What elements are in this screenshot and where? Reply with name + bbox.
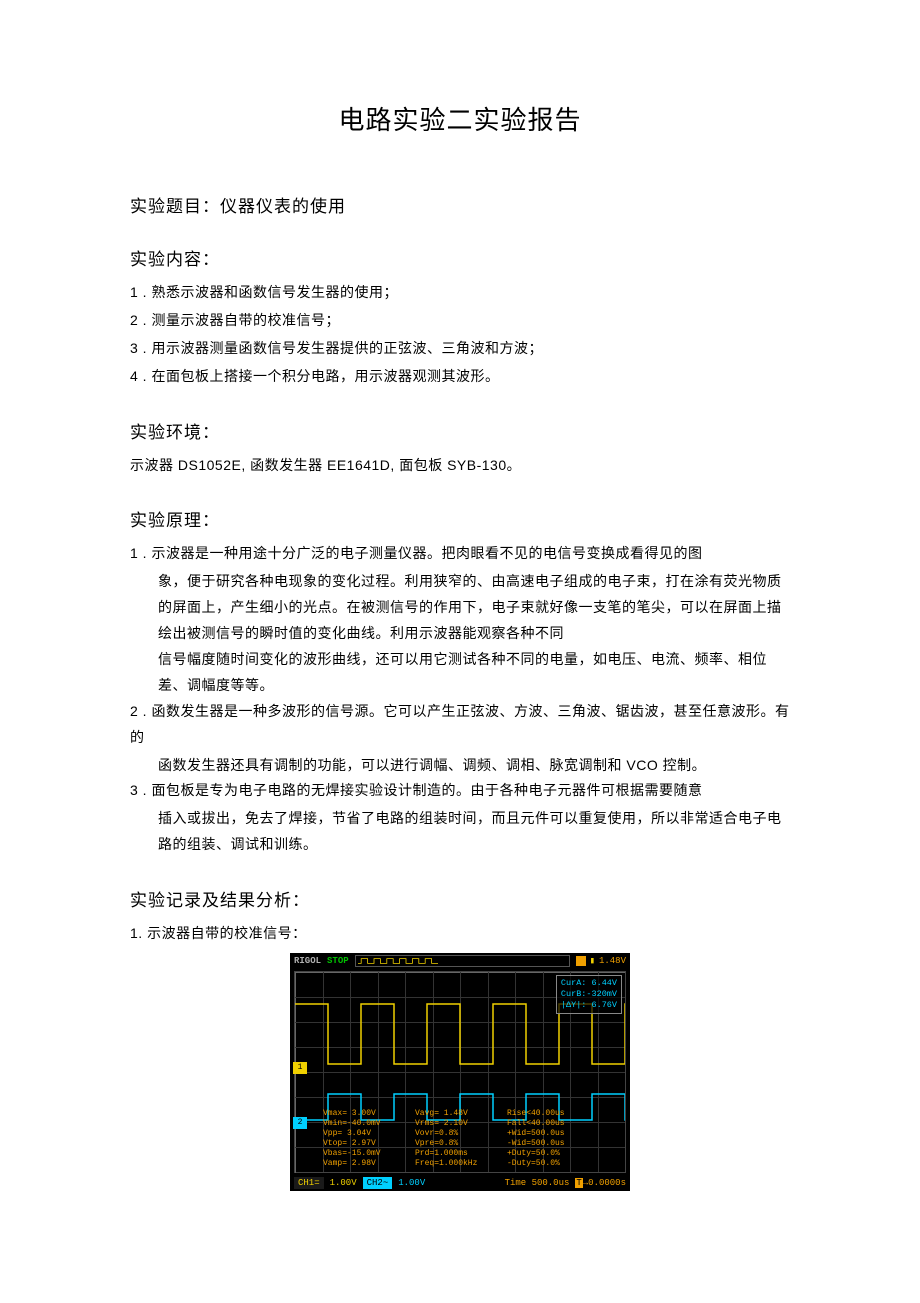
time-offset: T→0.0000s (575, 1178, 626, 1188)
section-env-heading: 实验环境： (130, 418, 790, 443)
scope-run-state: STOP (327, 956, 349, 966)
oscilloscope-screenshot: RIGOL STOP ▮ 1.48V 1 (130, 953, 790, 1191)
meas-value: -Wid=500.0us (507, 1139, 622, 1149)
meas-row: Vbas=-15.0mVPrd=1.000ms+Duty=50.0% (323, 1149, 622, 1159)
ch2-marker-icon: 2 (293, 1117, 307, 1129)
principle-item-body: 插入或拔出，免去了焊接，节省了电路的组装时间，而且元件可以重复使用，所以非常适合… (158, 806, 790, 858)
cursor-dy: |ΔY|: 6.76V (561, 1000, 617, 1011)
content-item: 2 . 测量示波器自带的校准信号； (130, 308, 790, 334)
record-item: 1. 示波器自带的校准信号： (130, 921, 790, 947)
scope-top-bar: RIGOL STOP ▮ 1.48V (290, 953, 630, 969)
scope-brand: RIGOL (294, 956, 321, 966)
meas-value: Rise<40.00us (507, 1109, 622, 1119)
principle-item-lead: 3 . 面包板是专为电子电路的无焊接实验设计制造的。由于各种电子元器件可根据需要… (130, 778, 790, 804)
measurement-panel: Vmax= 3.00VVavg= 1.48VRise<40.00usVmin=-… (323, 1109, 622, 1169)
cursor-a: CurA: 6.44V (561, 978, 617, 989)
principle-item-lead: 1 . 示波器是一种用途十分广泛的电子测量仪器。把肉眼看不见的电信号变换成看得见… (130, 541, 790, 567)
ch2-label: CH2~ (363, 1177, 393, 1189)
meas-value: Prd=1.000ms (415, 1149, 507, 1159)
timebase: Time 500.0us (505, 1178, 570, 1188)
cursor-readout: CurA: 6.44V CurB:-320mV |ΔY|: 6.76V (556, 975, 622, 1014)
section-record-heading: 实验记录及结果分析： (130, 886, 790, 911)
meas-value: Vovr=0.8% (415, 1129, 507, 1139)
section-principle-heading: 实验原理： (130, 506, 790, 531)
meas-value: Vamp= 2.98V (323, 1159, 415, 1169)
meas-value: Fall<40.00us (507, 1119, 622, 1129)
meas-row: Vamp= 2.98VFreq=1.000kHz-Duty=50.0% (323, 1159, 622, 1169)
trigger-level: 1.48V (599, 956, 626, 966)
principle-item-body: 象，便于研究各种电现象的变化过程。利用狭窄的、由高速电子组成的电子束，打在涂有荧… (158, 569, 790, 647)
ch2-scale: 1.00V (398, 1178, 425, 1188)
content-item: 4 . 在面包板上搭接一个积分电路，用示波器观测其波形。 (130, 364, 790, 390)
scope-trigger-readout: ▮ 1.48V (576, 956, 626, 966)
document-page: 电路实验二实验报告 实验题目：仪器仪表的使用 实验内容： 1 . 熟悉示波器和函… (0, 0, 920, 1251)
principle-item-lead: 2 . 函数发生器是一种多波形的信号源。它可以产生正弦波、方波、三角波、锯齿波，… (130, 699, 790, 751)
meas-value: Freq=1.000kHz (415, 1159, 507, 1169)
meas-value: Vpp= 3.04V (323, 1129, 415, 1139)
meas-row: Vpp= 3.04VVovr=0.8%+Wid=500.0us (323, 1129, 622, 1139)
ch1-label: CH1= (294, 1177, 324, 1189)
env-text: 示波器 DS1052E, 函数发生器 EE1641D, 面包板 SYB-130。 (130, 453, 790, 479)
principle-item-body: 函数发生器还具有调制的功能，可以进行调幅、调频、调相、脉宽调制和 VCO 控制。 (158, 753, 790, 779)
meas-row: Vtop= 2.97VVpre=0.8%-Wid=500.0us (323, 1139, 622, 1149)
scope-thumbnail (355, 955, 570, 967)
cursor-b: CurB:-320mV (561, 989, 617, 1000)
meas-value: Vbas=-15.0mV (323, 1149, 415, 1159)
meas-value: +Wid=500.0us (507, 1129, 622, 1139)
trigger-edge-icon (576, 956, 586, 966)
thumb-wave-icon (358, 957, 438, 965)
ch1-marker-icon: 1 (293, 1062, 307, 1074)
scope-device: RIGOL STOP ▮ 1.48V 1 (290, 953, 630, 1191)
meas-value: Vavg= 1.48V (415, 1109, 507, 1119)
meas-value: Vpre=0.8% (415, 1139, 507, 1149)
meas-row: Vmax= 3.00VVavg= 1.48VRise<40.00us (323, 1109, 622, 1119)
meas-value: Vmin=-40.0mV (323, 1119, 415, 1129)
trigger-ch-icon: ▮ (590, 956, 595, 966)
content-item: 3 . 用示波器测量函数信号发生器提供的正弦波、三角波和方波； (130, 336, 790, 362)
scope-screen: 1 2 CurA: 6.44V CurB:-320mV |ΔY|: 6.76V … (294, 971, 626, 1173)
meas-value: Vrms= 2.10V (415, 1119, 507, 1129)
scope-bottom-bar: CH1= 1.00V CH2~ 1.00V Time 500.0us T→0.0… (290, 1175, 630, 1191)
principle-item-body: 信号幅度随时间变化的波形曲线，还可以用它测试各种不同的电量，如电压、电流、频率、… (158, 647, 790, 699)
meas-value: -Duty=50.0% (507, 1159, 622, 1169)
meas-value: Vmax= 3.00V (323, 1109, 415, 1119)
ch1-scale: 1.00V (330, 1178, 357, 1188)
section-content-heading: 实验内容： (130, 245, 790, 270)
meas-value: Vtop= 2.97V (323, 1139, 415, 1149)
page-title: 电路实验二实验报告 (130, 100, 790, 137)
meas-value: +Duty=50.0% (507, 1149, 622, 1159)
section-topic-heading: 实验题目：仪器仪表的使用 (130, 192, 790, 217)
content-item: 1 . 熟悉示波器和函数信号发生器的使用； (130, 280, 790, 306)
meas-row: Vmin=-40.0mVVrms= 2.10VFall<40.00us (323, 1119, 622, 1129)
